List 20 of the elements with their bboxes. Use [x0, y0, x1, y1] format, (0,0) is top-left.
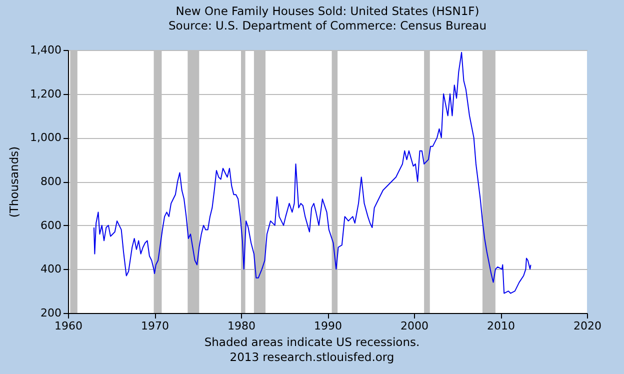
chart-title: New One Family Houses Sold: United States (HSN1F) — [176, 4, 480, 18]
x-tick-label: 1970 — [141, 320, 170, 332]
x-tick-label: 2000 — [400, 320, 428, 332]
x-tick-label: 1960 — [54, 320, 82, 332]
y-axis-title: (Thousands) — [7, 146, 22, 218]
x-tick-label: 2010 — [487, 320, 516, 332]
text: 2013 research.stlouisfed.org — [228, 350, 396, 365]
x-tick-label: 1990 — [314, 320, 342, 332]
y-tick-label: 1,000 — [30, 131, 62, 144]
y-tick-label: 600 — [40, 218, 62, 232]
y-tick-label: 400 — [40, 262, 62, 276]
y-tick-label: 800 — [40, 175, 62, 188]
x-tick-label: 2020 — [574, 320, 602, 332]
text: Shaded areas indicate US recessions. — [203, 335, 421, 350]
x-tick-label: 1980 — [228, 320, 256, 332]
chart-subtitle: Source: U.S. Department of Commerce: Census Bureau — [168, 18, 487, 32]
y-tick-label: 1,200 — [30, 87, 62, 100]
y-tick-label: 1,400 — [30, 44, 62, 56]
y-tick-label: 200 — [40, 306, 62, 320]
line-series — [93, 52, 532, 294]
